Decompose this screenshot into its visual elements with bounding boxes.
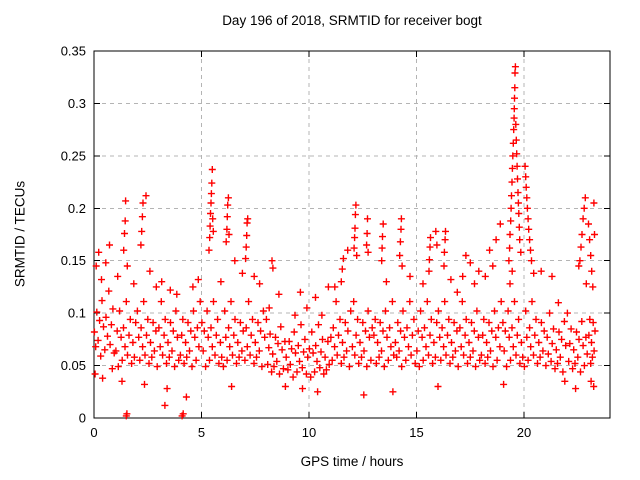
y-tick-label: 0.1 xyxy=(68,306,86,321)
y-tick-label: 0.3 xyxy=(68,96,86,111)
axis-ticks xyxy=(93,50,610,419)
x-tick-label: 10 xyxy=(302,425,316,440)
y-tick-label: 0 xyxy=(79,411,86,426)
y-tick-label: 0.25 xyxy=(61,148,86,163)
y-tick-labels: 0 0.05 0.1 0.15 0.2 0.25 0.3 0.35 xyxy=(61,44,86,426)
x-tick-label: 20 xyxy=(517,425,531,440)
data-points xyxy=(90,63,599,420)
y-tick-label: 0.35 xyxy=(61,44,86,59)
x-tick-label: 0 xyxy=(90,425,97,440)
x-tick-labels: 0 5 10 15 20 xyxy=(90,425,531,440)
x-axis-label: GPS time / hours xyxy=(300,454,404,469)
grid-lines xyxy=(94,51,610,418)
y-tick-label: 0.05 xyxy=(61,358,86,373)
plot-border xyxy=(93,50,611,419)
x-tick-label: 15 xyxy=(409,425,423,440)
chart-title: Day 196 of 2018, SRMTID for receiver bog… xyxy=(222,13,482,28)
y-tick-label: 0.15 xyxy=(61,253,86,268)
y-tick-label: 0.2 xyxy=(68,201,86,216)
x-tick-label: 5 xyxy=(198,425,205,440)
